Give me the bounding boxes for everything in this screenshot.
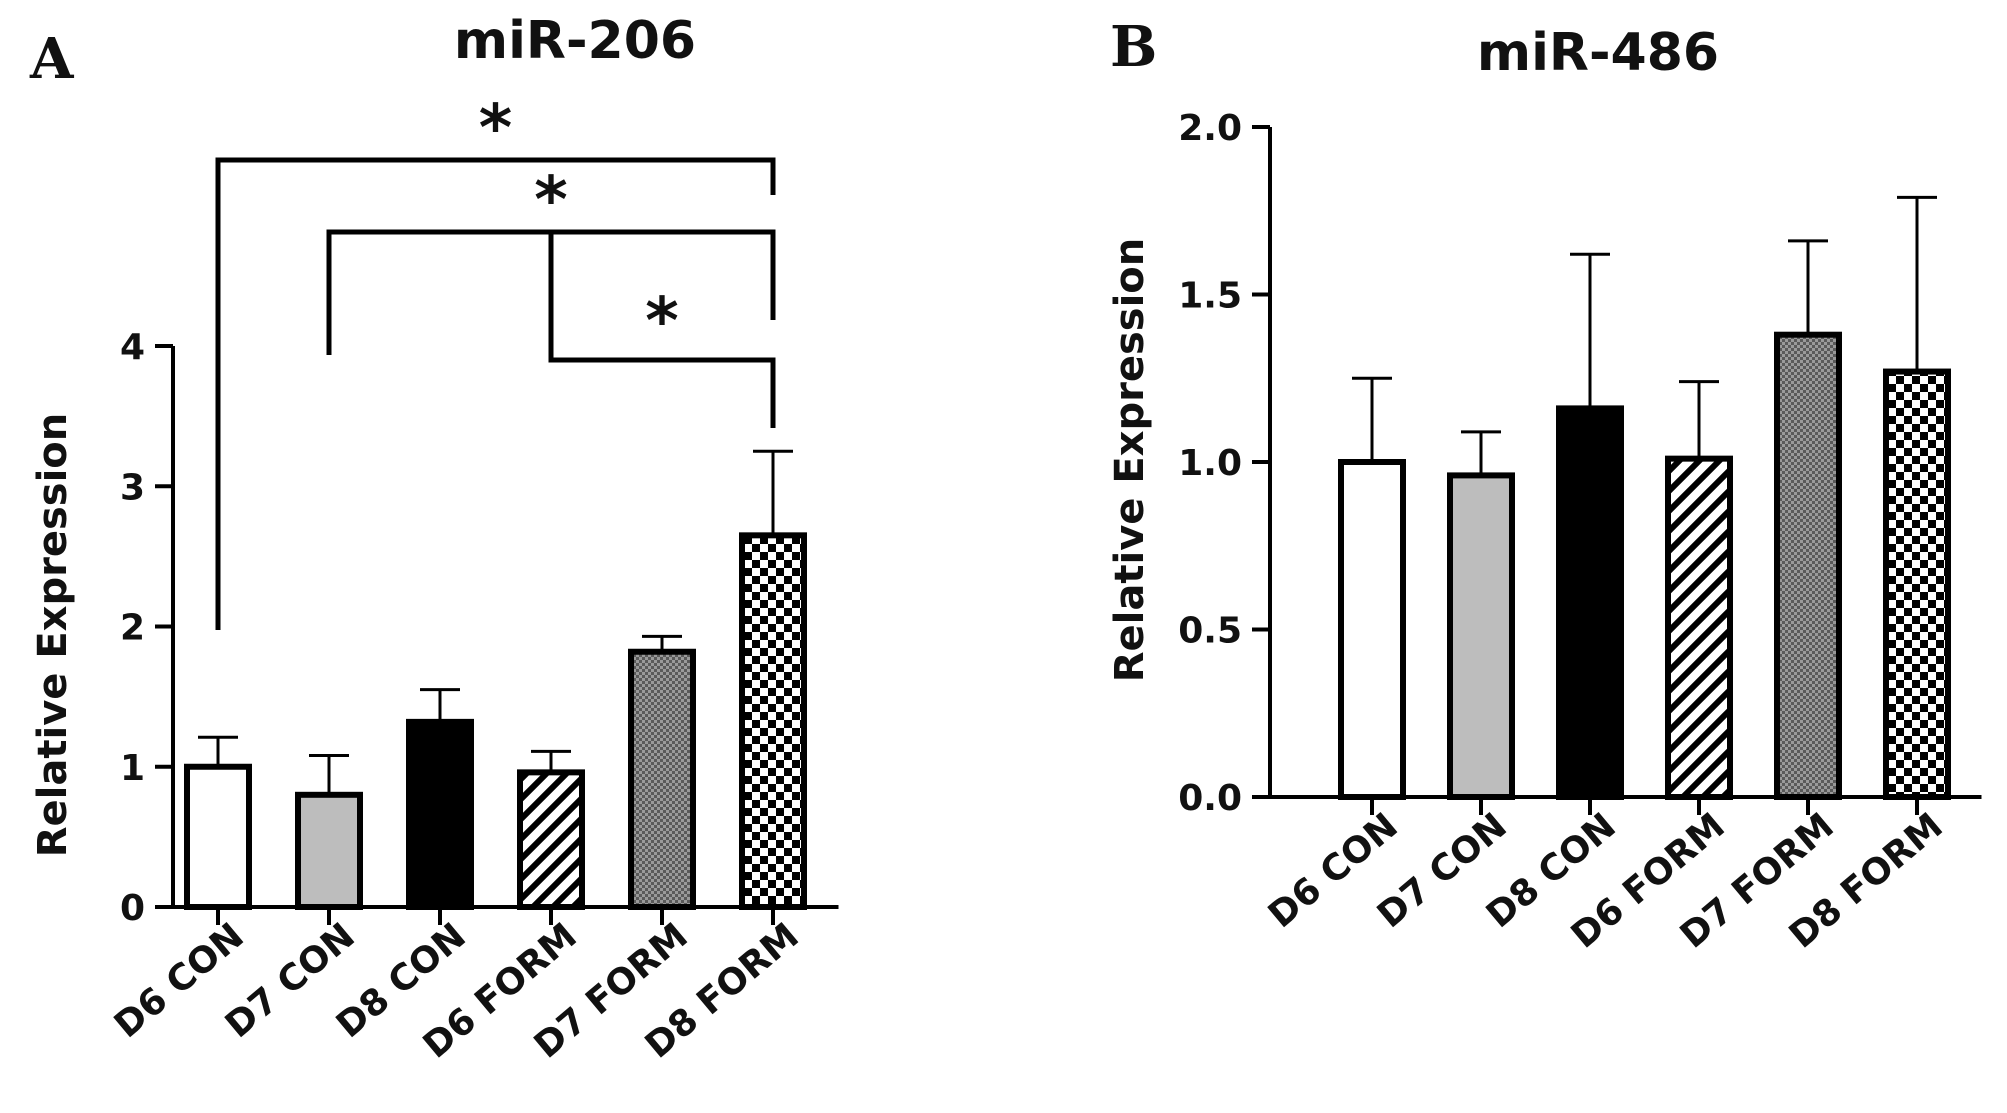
y-tick-label: 1.5 <box>1178 276 1242 317</box>
bar <box>1447 472 1515 800</box>
panel-b-title: miR-486 <box>1477 23 1719 83</box>
bar <box>1774 331 1842 800</box>
panel-a-ylabel: Relative Expression <box>30 413 76 858</box>
y-tick-label: 1 <box>120 748 145 789</box>
panel-b: B miR-486 Relative Expression 0.0 0.5 1.0 1… <box>1107 14 1982 957</box>
significance-bracket <box>548 230 776 428</box>
bar <box>739 532 807 911</box>
bar <box>184 763 252 910</box>
panel-b-ylabel: Relative Expression <box>1107 238 1153 683</box>
y-tick-label: 3 <box>120 467 145 508</box>
bar <box>295 791 363 910</box>
significance-star: * <box>479 92 512 166</box>
bar <box>628 648 696 910</box>
y-tick-label: 0.0 <box>1178 778 1242 819</box>
panel-a-title: miR-206 <box>454 11 696 71</box>
bar <box>1665 455 1733 800</box>
bar <box>406 718 474 910</box>
panel-b-letter: B <box>1110 14 1157 80</box>
significance-star: * <box>645 285 678 359</box>
significance-bracket <box>215 157 776 630</box>
y-tick-label: 0.5 <box>1178 611 1242 652</box>
bar <box>517 769 585 910</box>
significance-star: * <box>534 164 567 238</box>
panel-a-letter: A <box>29 26 75 92</box>
y-tick-label: 1.0 <box>1178 443 1242 484</box>
y-tick-label: 0 <box>120 888 145 929</box>
bar <box>1556 405 1624 800</box>
bar <box>1338 459 1406 800</box>
bar <box>1883 368 1951 800</box>
y-tick-label: 2 <box>120 608 145 649</box>
y-tick-label: 4 <box>120 327 145 368</box>
y-tick-label: 2.0 <box>1178 108 1242 149</box>
